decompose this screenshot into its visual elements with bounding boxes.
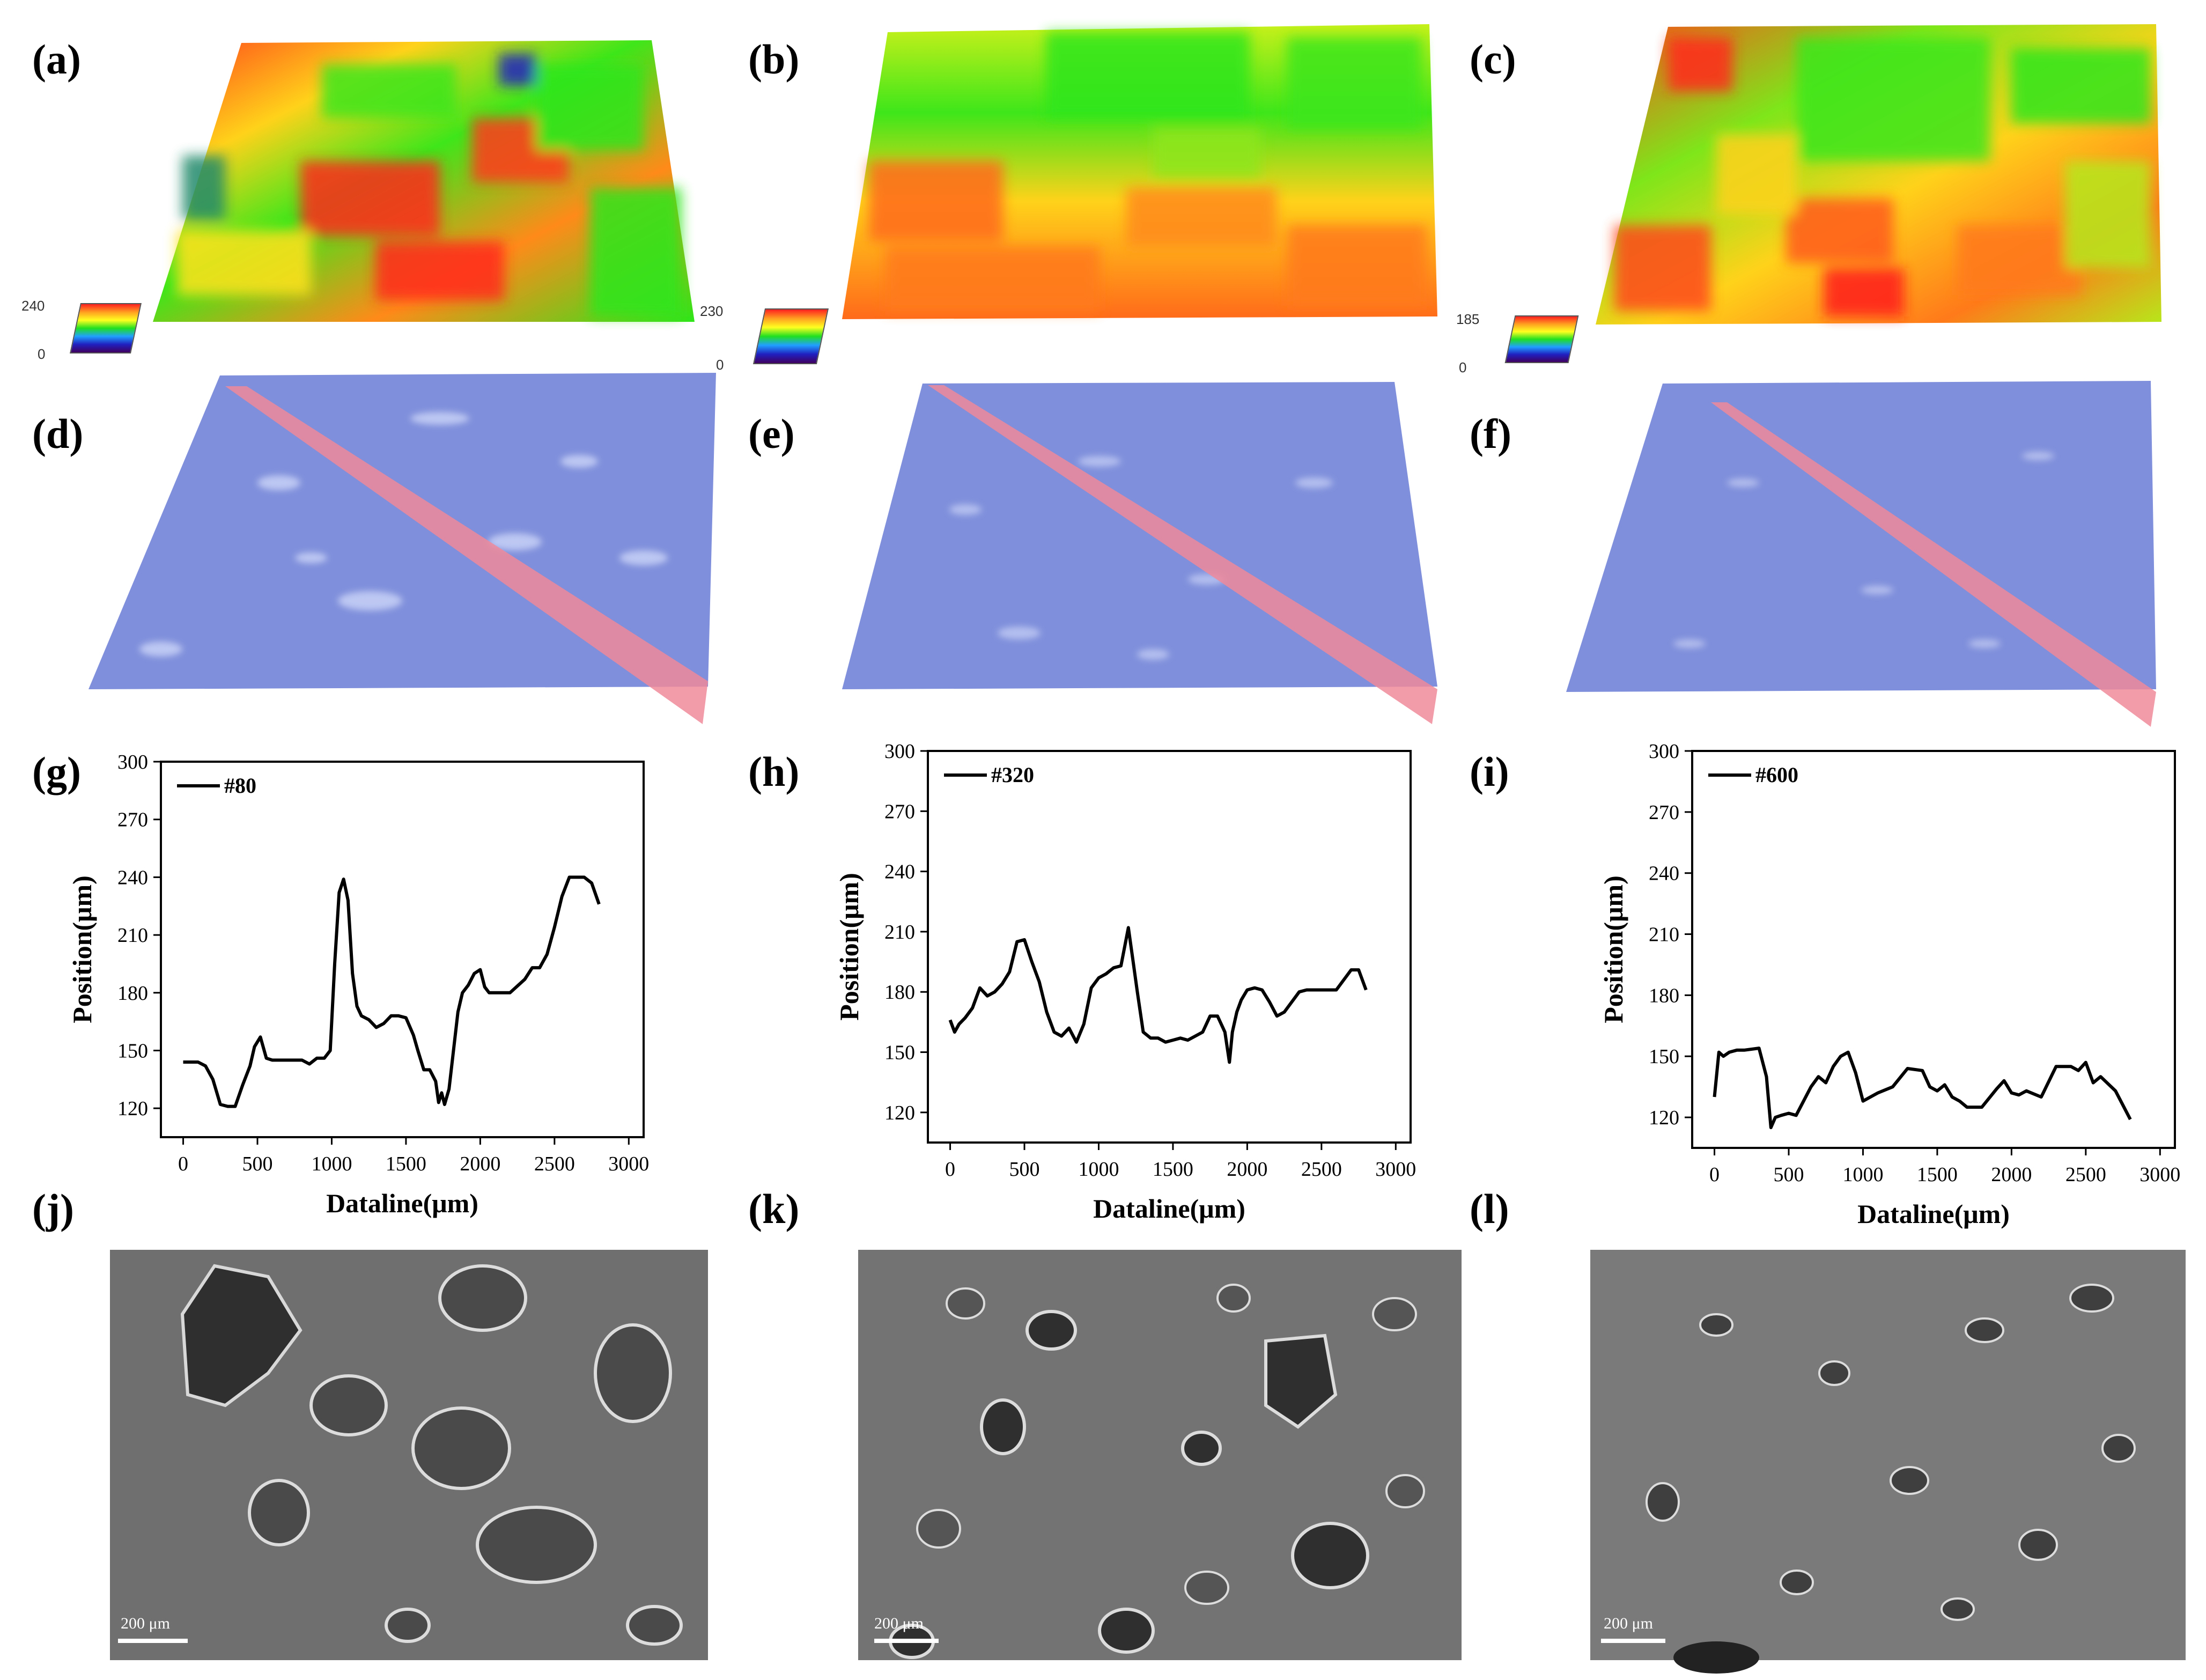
chart-g-ytick-label-1: 150 xyxy=(117,1040,148,1062)
chart-i-ytick-label-6: 300 xyxy=(1649,740,1679,763)
chart-h-frame xyxy=(927,750,1412,1144)
chart-i-xtick-label-5: 2500 xyxy=(2065,1163,2106,1186)
chart-i-ylabel: Position(μm) xyxy=(1598,875,1628,1023)
sem-image-k xyxy=(858,1250,1462,1660)
chart-h-legend-label: #320 xyxy=(991,763,1034,787)
chart-g-series-line xyxy=(183,875,601,1108)
chart-i-series-line xyxy=(1713,1047,2132,1130)
chart-g-xlabel: Dataline(μm) xyxy=(326,1188,478,1218)
panel-label-d: (d) xyxy=(32,410,84,457)
sem-scale-l: 200 μm xyxy=(1604,1615,1653,1632)
chart-g-xtick-label-0: 0 xyxy=(178,1153,188,1175)
chart-i-xlabel: Dataline(μm) xyxy=(1857,1199,2010,1229)
colorbar-b-min: 0 xyxy=(716,357,724,373)
chart-i-ytick-label-4: 240 xyxy=(1649,863,1679,885)
chart-g-xtick-label-6: 3000 xyxy=(608,1153,649,1175)
chart-i-xtick-label-3: 1500 xyxy=(1917,1163,1958,1186)
chart-h-ylabel: Position(μm) xyxy=(834,873,864,1021)
chart-h-xtick-label-3: 1500 xyxy=(1153,1158,1193,1181)
panel-label-a: (a) xyxy=(32,36,81,83)
chart-i-legend-label: #600 xyxy=(1755,763,1798,787)
chart-g-ytick-label-5: 270 xyxy=(117,809,148,831)
chart-h-xtick-label-6: 3000 xyxy=(1375,1158,1416,1181)
chart-i-ytick-label-1: 150 xyxy=(1649,1045,1679,1068)
chart-h-xtick-label-4: 2000 xyxy=(1227,1158,1267,1181)
colorbar-a: 240 0 xyxy=(21,298,142,362)
chart-h-ytick-label-0: 120 xyxy=(884,1102,915,1124)
chart-h-xtick-label-2: 1000 xyxy=(1078,1158,1119,1181)
chart-i-ytick-label-0: 120 xyxy=(1649,1107,1679,1129)
chart-g-xtick-label-2: 1000 xyxy=(311,1153,352,1175)
sem-scale-j: 200 μm xyxy=(121,1615,170,1632)
panel-label-c: (c) xyxy=(1470,36,1516,83)
chart-i-xtick-label-6: 3000 xyxy=(2139,1163,2180,1186)
height-map-a xyxy=(153,40,695,322)
chart-h-ytick-label-6: 300 xyxy=(884,740,915,763)
profile-charts: 0 500 1000 1500 2000 2500 30001201501802102402… xyxy=(67,740,2180,1229)
surface-d xyxy=(88,373,716,724)
panel-label-i: (i) xyxy=(1470,748,1509,795)
panel-label-k: (k) xyxy=(748,1185,800,1232)
colorbar-c: 185 0 xyxy=(1456,311,1585,375)
panel-label-f: (f) xyxy=(1470,410,1511,457)
chart-g-xtick-label-5: 2500 xyxy=(534,1153,575,1175)
sem-scale-k: 200 μm xyxy=(874,1615,924,1632)
chart-h-ytick-label-3: 210 xyxy=(884,921,915,944)
chart-i-ytick-label-5: 270 xyxy=(1649,801,1679,824)
chart-h-series-line xyxy=(948,926,1368,1064)
chart-h-ytick-label-4: 240 xyxy=(884,861,915,883)
chart-h-ytick-label-1: 150 xyxy=(884,1042,915,1064)
panel-label-g: (g) xyxy=(32,748,81,795)
colorbar-c-min: 0 xyxy=(1459,359,1467,375)
chart-g-xtick-label-1: 500 xyxy=(242,1153,273,1175)
chart-i-xtick-label-0: 0 xyxy=(1709,1163,1720,1186)
chart-g-ytick-label-0: 120 xyxy=(117,1097,148,1120)
chart-h-xtick-label-0: 0 xyxy=(945,1158,955,1181)
surface-e xyxy=(842,382,1437,724)
chart-i-xtick-label-4: 2000 xyxy=(1991,1163,2032,1186)
surface-f xyxy=(1566,381,2156,727)
chart-g-ytick-label-4: 240 xyxy=(117,866,148,889)
chart-g-frame xyxy=(160,761,645,1138)
chart-i-xtick-label-2: 1000 xyxy=(1842,1163,1883,1186)
chart-h-xtick-label-1: 500 xyxy=(1009,1158,1040,1181)
panel-label-e: (e) xyxy=(748,410,795,457)
colorbar-a-min: 0 xyxy=(38,346,46,362)
panel-label-b: (b) xyxy=(748,36,800,83)
colorbar-b: 230 0 xyxy=(700,303,829,373)
chart-g-legend-label: #80 xyxy=(224,773,256,798)
chart-g-xtick-label-4: 2000 xyxy=(460,1153,500,1175)
chart-h-xtick-label-5: 2500 xyxy=(1301,1158,1342,1181)
chart-i-xtick-label-1: 500 xyxy=(1774,1163,1804,1186)
sem-image-j xyxy=(110,1250,708,1660)
chart-i-frame xyxy=(1691,750,2176,1149)
sem-image-l xyxy=(1590,1250,2186,1674)
chart-i-ytick-label-3: 210 xyxy=(1649,924,1679,946)
colorbar-b-max: 230 xyxy=(700,303,724,319)
colorbar-a-max: 240 xyxy=(21,298,45,314)
panel-label-h: (h) xyxy=(748,748,800,795)
chart-g-ytick-label-6: 300 xyxy=(117,751,148,773)
chart-g-ytick-label-2: 180 xyxy=(117,982,148,1005)
chart-h-xlabel: Dataline(μm) xyxy=(1093,1193,1245,1224)
chart-h-ytick-label-5: 270 xyxy=(884,800,915,823)
height-map-b xyxy=(842,24,1437,319)
panel-label-l: (l) xyxy=(1470,1185,1509,1232)
panel-label-j: (j) xyxy=(32,1185,74,1232)
chart-g-ylabel: Position(μm) xyxy=(67,875,97,1023)
chart-g-xtick-label-3: 1500 xyxy=(386,1153,426,1175)
height-map-c xyxy=(1596,24,2161,325)
chart-i-ytick-label-2: 180 xyxy=(1649,984,1679,1007)
colorbar-c-max: 185 xyxy=(1456,311,1480,327)
chart-h-ytick-label-2: 180 xyxy=(884,981,915,1004)
chart-g-ytick-label-3: 210 xyxy=(117,924,148,947)
